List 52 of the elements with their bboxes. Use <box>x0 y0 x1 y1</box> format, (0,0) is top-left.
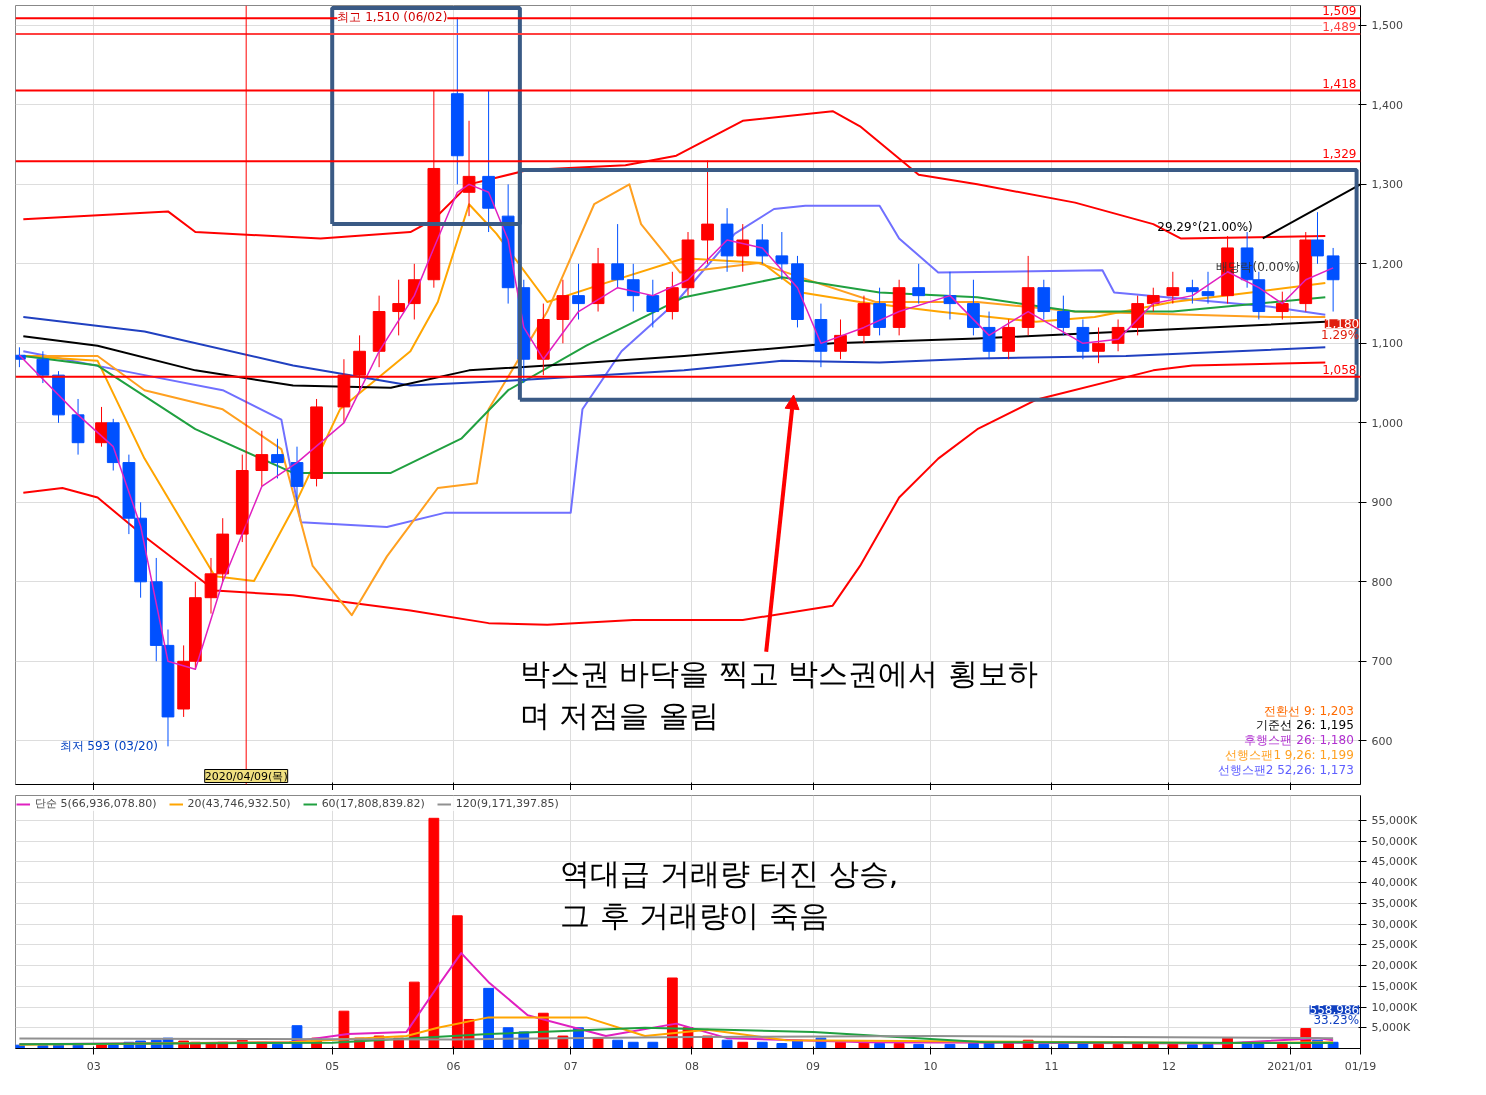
y-tick-label: 1,000 <box>1371 416 1403 430</box>
y-tick-label: 900 <box>1371 496 1393 510</box>
annotation: 전환선 9: 1,203 <box>1264 703 1354 718</box>
x-tick-label: 08 <box>684 1059 699 1073</box>
ref-line-label: 2020/04/09(목) <box>204 769 288 783</box>
annotation: 최고 1,510 (06/02) <box>337 10 448 25</box>
y-tick-label: 20,000K <box>1371 959 1418 973</box>
x-tick-label: 2021/01 <box>1267 1059 1313 1073</box>
y-tick-label: 25,000K <box>1371 938 1418 952</box>
annotation: 역대급 거래량 터진 상승, 그 후 거래량이 죽음 <box>560 856 899 934</box>
legend-label: 단순 5(66,936,078.80) <box>35 796 157 811</box>
annotation: 박스권 바닥을 찍고 박스권에서 횡보하 며 저점을 올림 <box>519 655 1039 733</box>
x-tick-label: 11 <box>1044 1059 1059 1073</box>
y-tick-label: 1,200 <box>1371 257 1403 271</box>
y-tick-label: 15,000K <box>1371 979 1418 993</box>
y-tick-label: 5,000K <box>1371 1021 1411 1035</box>
y-tick-label: 55,000K <box>1371 813 1418 827</box>
legend-label: 20(43,746,932.50) <box>187 797 291 810</box>
x-tick-label: 05 <box>325 1059 340 1073</box>
annotation: 후행스팬 26: 1,180 <box>1244 733 1354 748</box>
x-tick-label: 06 <box>446 1059 461 1073</box>
y-tick-label: 600 <box>1371 734 1393 748</box>
x-tick-label: 10 <box>923 1059 938 1073</box>
x-tick-label: 07 <box>563 1059 578 1073</box>
y-tick-label: 10,000K <box>1371 1000 1418 1014</box>
legend-label: 60(17,808,839.82) <box>321 797 425 810</box>
y-tick-label: 700 <box>1371 655 1393 669</box>
y-tick-label: 800 <box>1371 575 1393 589</box>
x-tick-label: 03 <box>86 1059 101 1073</box>
x-tick-label: 12 <box>1161 1059 1176 1073</box>
x-tick-label: 01/19 <box>1344 1059 1377 1073</box>
y-tick-label: 1,400 <box>1371 98 1403 112</box>
annotation: 29.29°(21.00%) <box>1157 220 1253 235</box>
y-tick-label: 50,000K <box>1371 834 1418 848</box>
y-tick-label: 40,000K <box>1371 876 1418 890</box>
y-tick-label: 1,300 <box>1371 178 1403 192</box>
y-tick-label: 45,000K <box>1371 855 1418 869</box>
y-tick-label: 1,500 <box>1371 19 1403 33</box>
ref-line-label: 1,509 <box>1322 4 1357 19</box>
annotation: 선행스팬1 9,26: 1,199 <box>1225 747 1354 762</box>
y-tick-label: 35,000K <box>1371 896 1418 910</box>
y-tick-label: 30,000K <box>1371 917 1418 931</box>
ref-line-label: 1,329 <box>1322 147 1357 162</box>
x-tick-label: 09 <box>806 1059 821 1073</box>
y-tick-label: 1,100 <box>1371 337 1403 351</box>
annotation: 최저 593 (03/20) <box>59 739 158 754</box>
annotation: 기준선 26: 1,195 <box>1256 718 1354 733</box>
ref-line-label: 1,489 <box>1322 20 1357 35</box>
ref-line-label: 1,418 <box>1322 76 1357 91</box>
ref-line-label: 1,058 <box>1322 362 1357 377</box>
annotation: 선행스팬2 52,26: 1,173 <box>1217 762 1354 777</box>
legend-label: 120(9,171,397.85) <box>455 797 559 810</box>
